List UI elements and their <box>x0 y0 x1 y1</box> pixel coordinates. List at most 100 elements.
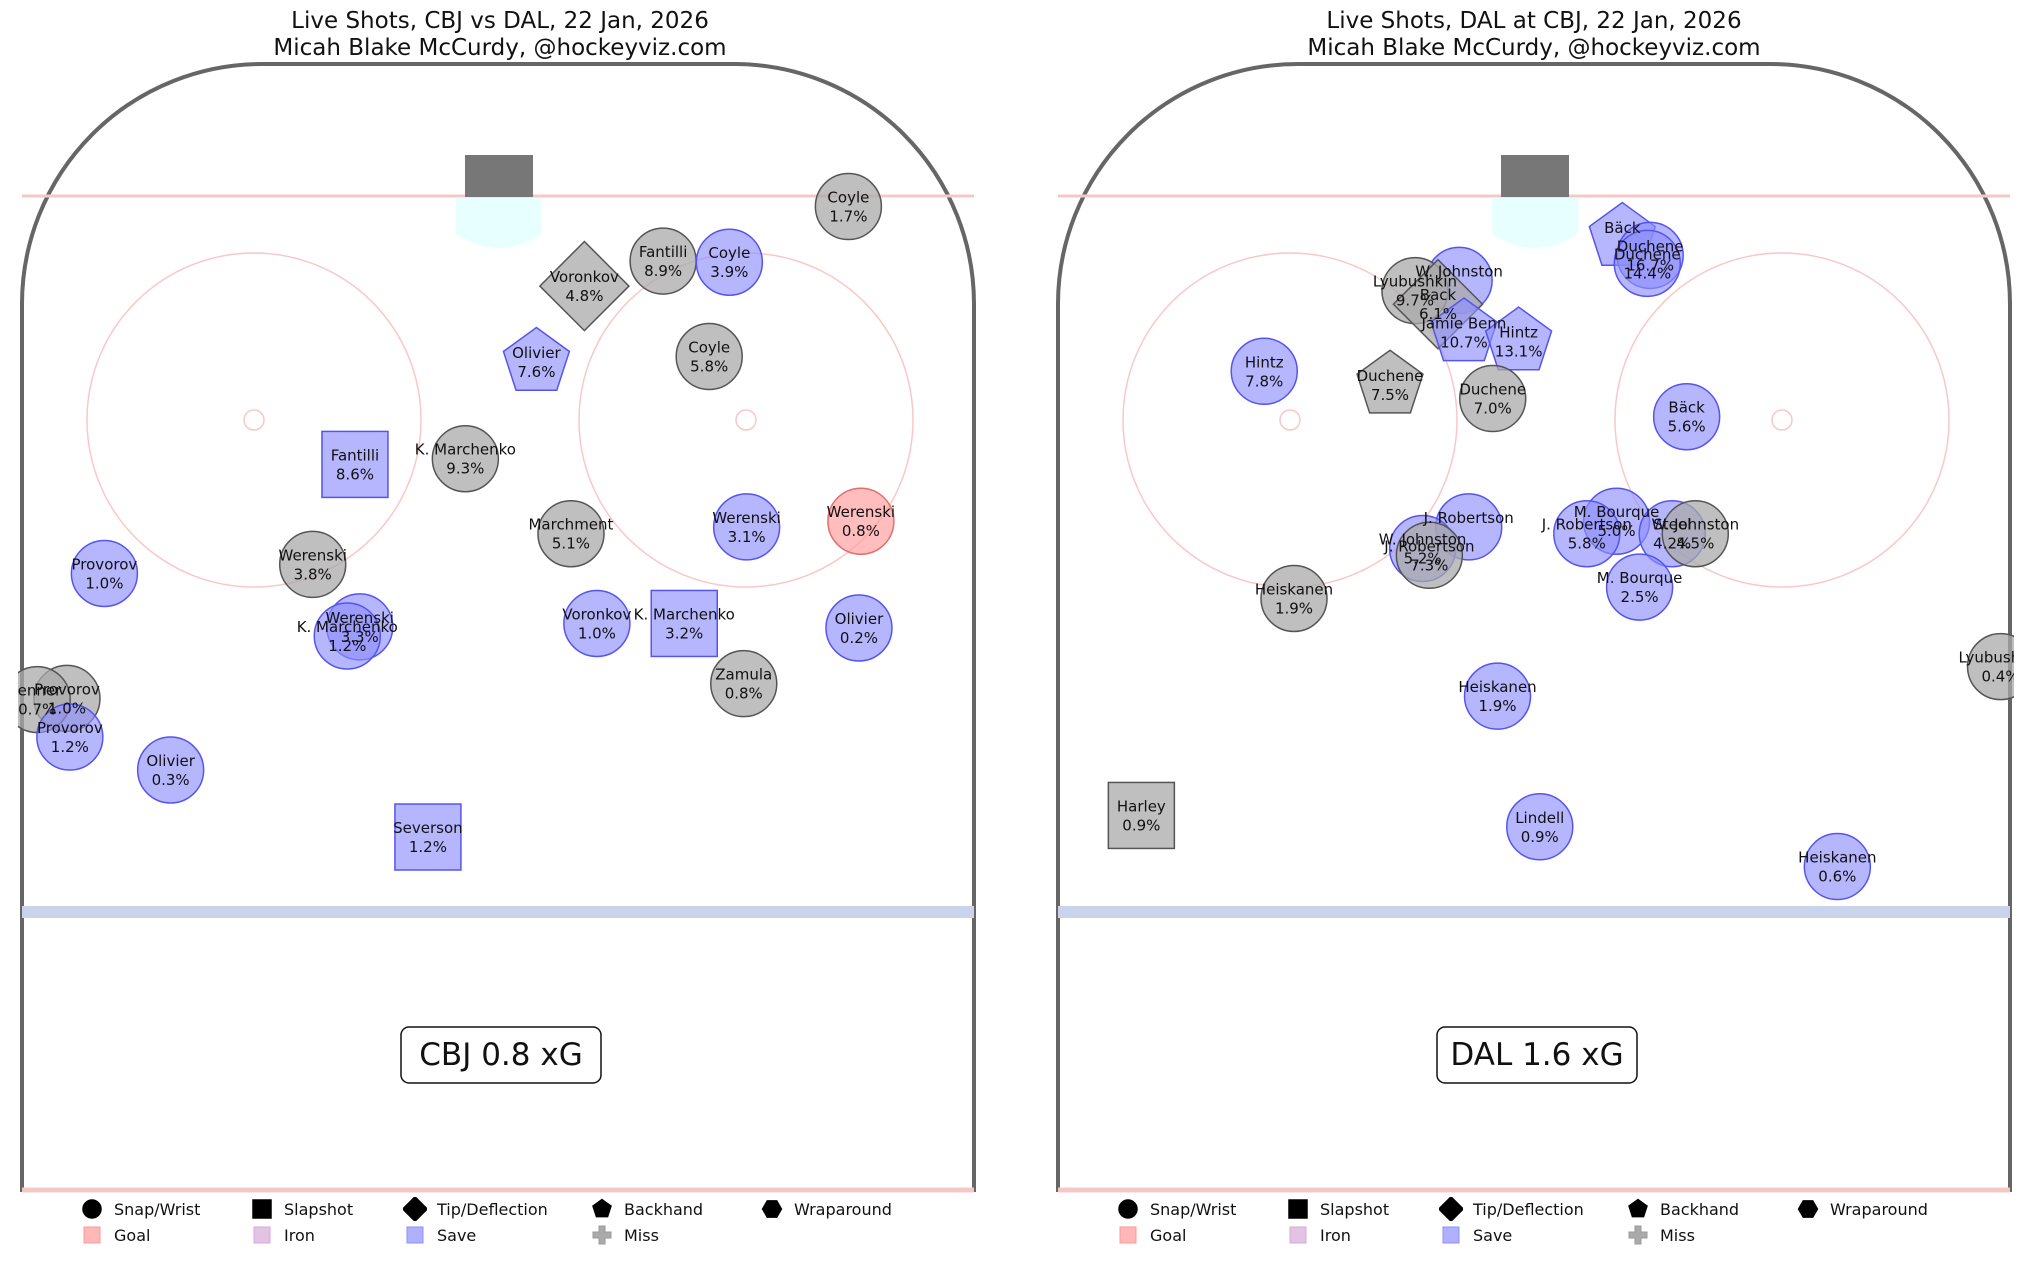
shot-marker <box>313 602 382 670</box>
shot-xg-label: 2.5% <box>1621 588 1659 606</box>
shot-player-label: Jenner <box>18 682 62 700</box>
shot-player-label: Hintz <box>1245 353 1284 371</box>
shot-marker <box>70 539 139 608</box>
legend-shape-pentagon: Backhand <box>590 1197 703 1221</box>
shot-player-label: Duchene <box>1357 367 1424 385</box>
legend-shape-square: Slapshot <box>1286 1197 1389 1221</box>
legend-outcome-save: Save <box>1439 1223 1512 1247</box>
legend-label: Tip/Deflection <box>437 1199 548 1219</box>
shot-marker <box>563 589 631 658</box>
legend-shape-circle: Snap/Wrist <box>80 1197 200 1221</box>
shot-marker <box>1506 793 1574 861</box>
pentagon-icon <box>1628 1198 1648 1218</box>
rink-boards <box>1056 62 2012 1192</box>
shot-xg-label: 5.8% <box>690 357 728 375</box>
shot-xg-label: 5.8% <box>1568 535 1606 553</box>
shot-xg-label: 7.0% <box>1474 400 1512 418</box>
blue-line <box>22 906 974 918</box>
shot-marker <box>825 594 893 662</box>
shot-marker <box>278 530 347 599</box>
shot-marker <box>1458 364 1527 433</box>
square-swatch-icon <box>1119 1226 1137 1244</box>
shot-xg-label: 1.0% <box>85 574 123 592</box>
shot-marker <box>814 172 883 241</box>
shot-xg-label: 1.2% <box>409 838 447 856</box>
shot-marker <box>538 240 631 332</box>
shot-xg-label: 7.3% <box>1410 556 1448 574</box>
shot-marker <box>1803 832 1872 901</box>
shot-xg-label: 1.2% <box>51 738 89 756</box>
faceoff-dot <box>243 409 265 431</box>
legend-right: Snap/Wrist Slapshot Tip/Deflection Backhand… <box>1036 1197 2036 1257</box>
shot-xg-label: 3.2% <box>665 624 703 642</box>
legend-label: Backhand <box>1660 1199 1740 1219</box>
square-swatch-icon <box>1442 1226 1460 1244</box>
legend-label: Save <box>437 1225 477 1245</box>
shot-xg-label: 0.9% <box>1521 828 1559 846</box>
shot-xg-label: 0.8% <box>842 522 880 540</box>
shot-player-label: Heiskanen <box>1255 580 1333 598</box>
shot-player-label: Olivier <box>835 610 884 628</box>
shot-marker <box>1356 349 1424 414</box>
legend-outcome-goal: Goal <box>80 1223 150 1247</box>
legend-outcome-miss: Miss <box>1626 1223 1695 1247</box>
chart-title-left: Live Shots, CBJ vs DAL, 22 Jan, 2026 Mic… <box>0 8 1000 62</box>
rink-chart-left: Coyle1.7%Fantilli8.9%Coyle3.9%Voronkov4.… <box>18 62 976 1193</box>
legend-outcome-iron: Iron <box>1286 1223 1351 1247</box>
shot-player-label: Marchment <box>528 516 613 534</box>
shot-xg-label: 1.0% <box>578 624 616 642</box>
chart-title-right: Live Shots, DAL at CBJ, 22 Jan, 2026 Mic… <box>1034 8 2034 62</box>
xg-summary-label: CBJ 0.8 xG <box>419 1037 582 1073</box>
shot-player-label: Duchene <box>1614 245 1681 263</box>
shot-xg-label: 0.7% <box>18 701 56 719</box>
shot-xg-label: 5.6% <box>1668 418 1706 436</box>
shot-player-label: Fantilli <box>639 243 688 261</box>
shot-player-label: Bäck <box>1668 399 1705 417</box>
legend-label: Backhand <box>624 1199 704 1219</box>
shot-player-label: K. Marchenko <box>634 605 735 623</box>
circle-icon <box>1118 1199 1138 1219</box>
shot-xg-label: 9.7% <box>1396 292 1434 310</box>
hexagon-icon <box>761 1200 783 1218</box>
legend-label: Wraparound <box>1830 1199 1928 1219</box>
shot-marker <box>695 228 764 296</box>
shot-player-label: Heiskanen <box>1798 849 1876 867</box>
shot-marker <box>1430 297 1498 362</box>
diamond-icon <box>403 1197 427 1221</box>
shot-xg-label: 5.0% <box>1598 522 1636 540</box>
shot-marker <box>650 589 718 658</box>
shot-player-label: M. Bourque <box>1597 569 1683 587</box>
shot-player-label: W. Johnston <box>1415 262 1503 280</box>
shot-xg-label: 4.8% <box>565 287 603 305</box>
legend-shape-circle: Snap/Wrist <box>1116 1197 1236 1221</box>
shot-markers <box>1107 201 2014 901</box>
shot-player-label: Bäck <box>1604 219 1641 237</box>
shot-xg-label: 8.9% <box>644 262 682 280</box>
shot-player-label: Coyle <box>827 189 869 207</box>
shot-player-label: Fantilli <box>331 446 380 464</box>
legend-outcome-miss: Miss <box>590 1223 659 1247</box>
legend-label: Slapshot <box>1320 1199 1390 1219</box>
square-swatch-icon <box>83 1226 101 1244</box>
legend-shape-hexagon: Wraparound <box>760 1197 892 1221</box>
faceoff-dot <box>1771 409 1793 431</box>
shot-marker <box>537 499 605 568</box>
shot-marker <box>321 430 389 499</box>
shot-marker <box>712 493 781 561</box>
shot-xg-label: 4.5% <box>1676 535 1714 553</box>
chart-title: Live Shots, DAL at CBJ, 22 Jan, 2026 <box>1326 8 1742 34</box>
chart-subtitle: Micah Blake McCurdy, @hockeyviz.com <box>273 35 727 61</box>
shot-xg-label: 1.9% <box>1275 599 1313 617</box>
legend-label: Iron <box>284 1225 315 1245</box>
shot-player-label: M. Bourque <box>1574 503 1660 521</box>
shot-player-label: Steel <box>1653 516 1691 534</box>
legend-label: Tip/Deflection <box>1473 1199 1584 1219</box>
shot-xg-label: 1.7% <box>829 208 867 226</box>
shot-xg-label: 8.6% <box>336 465 374 483</box>
shot-player-label: Voronkov <box>562 605 631 623</box>
shot-marker <box>1260 564 1328 633</box>
blue-line <box>1058 906 2010 918</box>
shot-xg-label: 1.2% <box>328 637 366 655</box>
